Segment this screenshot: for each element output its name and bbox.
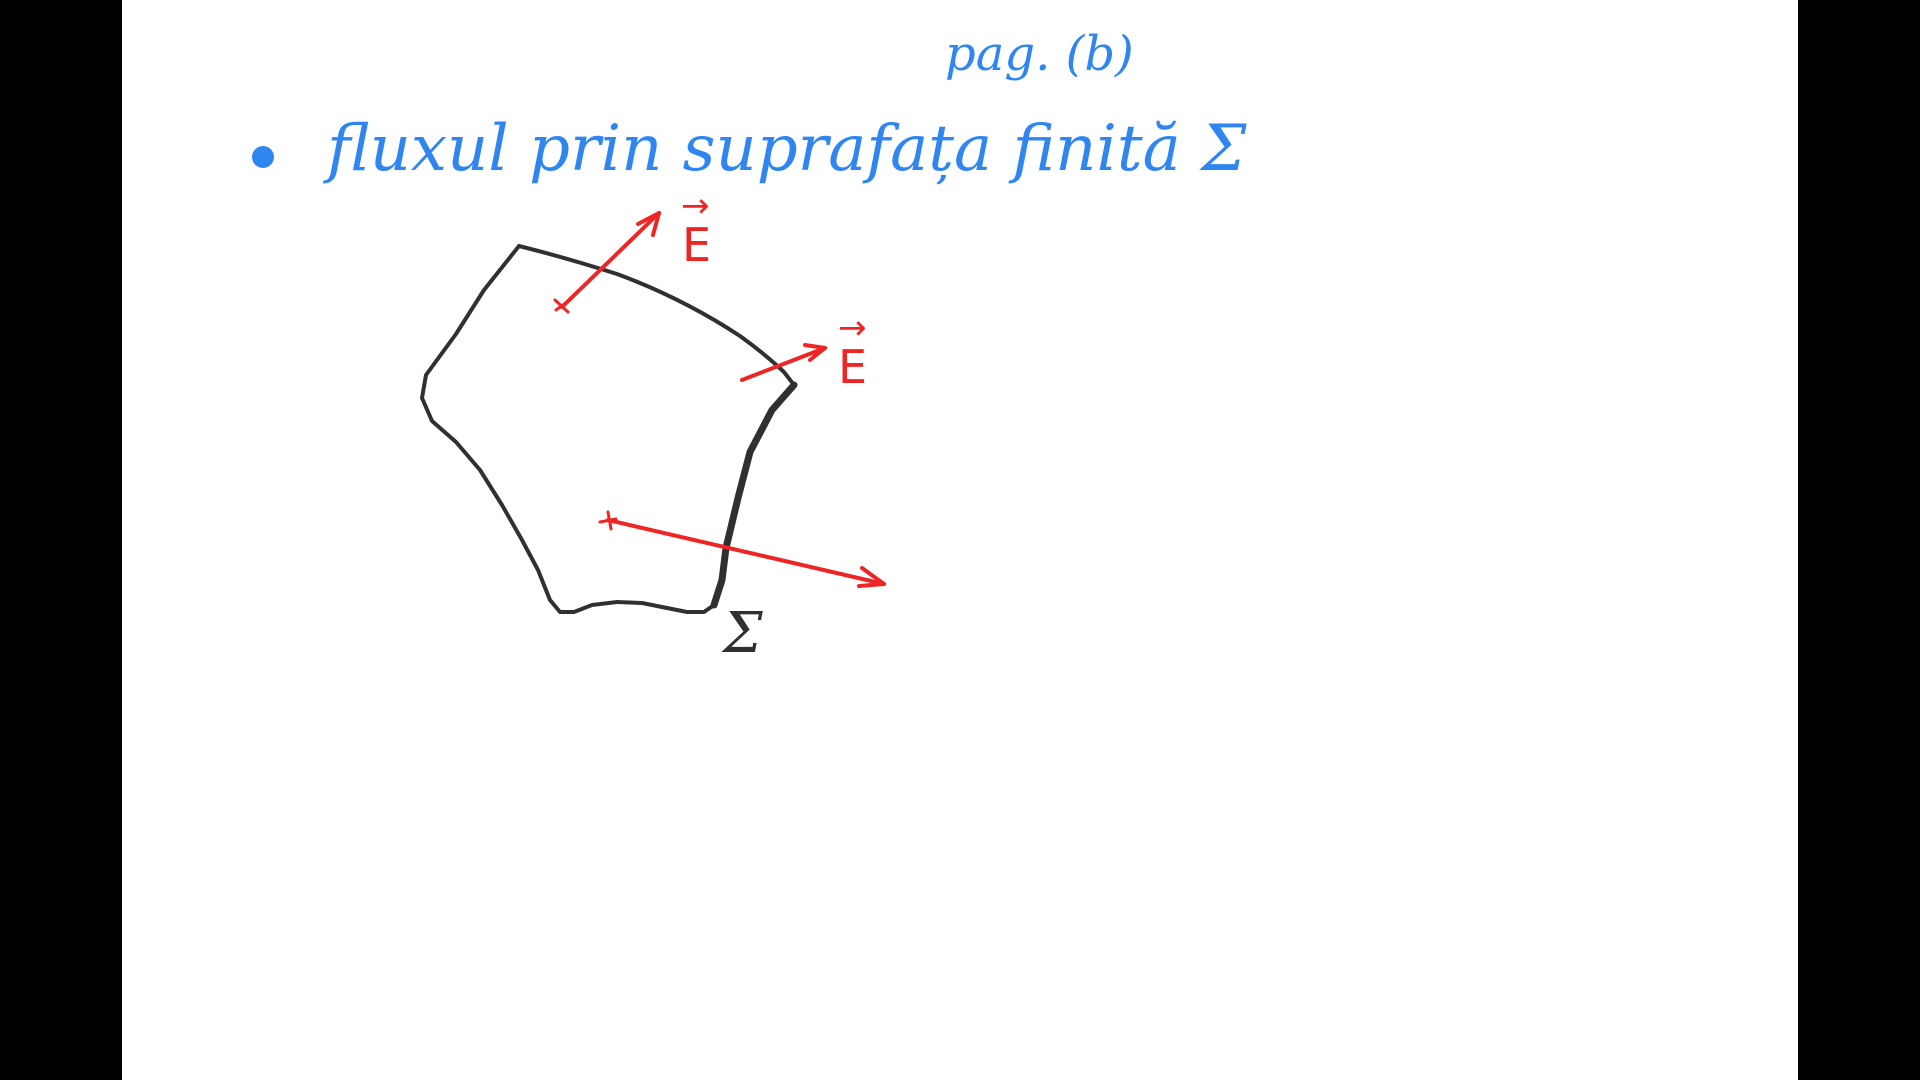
field-vector-2-arrow: → bbox=[838, 308, 867, 348]
right-letterbox-bar bbox=[1798, 0, 1920, 1080]
field-vector-1-arrow: → bbox=[681, 186, 710, 226]
surface-top-edge bbox=[517, 244, 796, 387]
whiteboard-drawing: pag. (b) fluxul prin suprafața finită Σ … bbox=[252, 26, 1247, 666]
whiteboard: pag. (b) fluxul prin suprafața finită Σ … bbox=[122, 0, 1798, 1080]
page-label: pag. (b) bbox=[945, 26, 1134, 82]
left-letterbox-bar bbox=[0, 0, 122, 1080]
bullet-text: fluxul prin suprafața finită Σ bbox=[323, 112, 1247, 186]
field-vector-1 bbox=[553, 211, 661, 314]
field-vector-1-letter: E bbox=[682, 218, 711, 272]
field-vector-2-label: E → bbox=[838, 308, 867, 394]
surface-outline bbox=[420, 244, 796, 614]
field-vector-2-letter: E bbox=[838, 340, 867, 394]
surface-label: Σ bbox=[721, 601, 763, 666]
bullet-dot bbox=[252, 146, 274, 168]
field-vector-3 bbox=[598, 510, 886, 588]
field-vector-2 bbox=[740, 343, 827, 382]
surface-right-edge-highlight bbox=[710, 381, 798, 609]
field-vector-1-label: E → bbox=[681, 186, 711, 272]
